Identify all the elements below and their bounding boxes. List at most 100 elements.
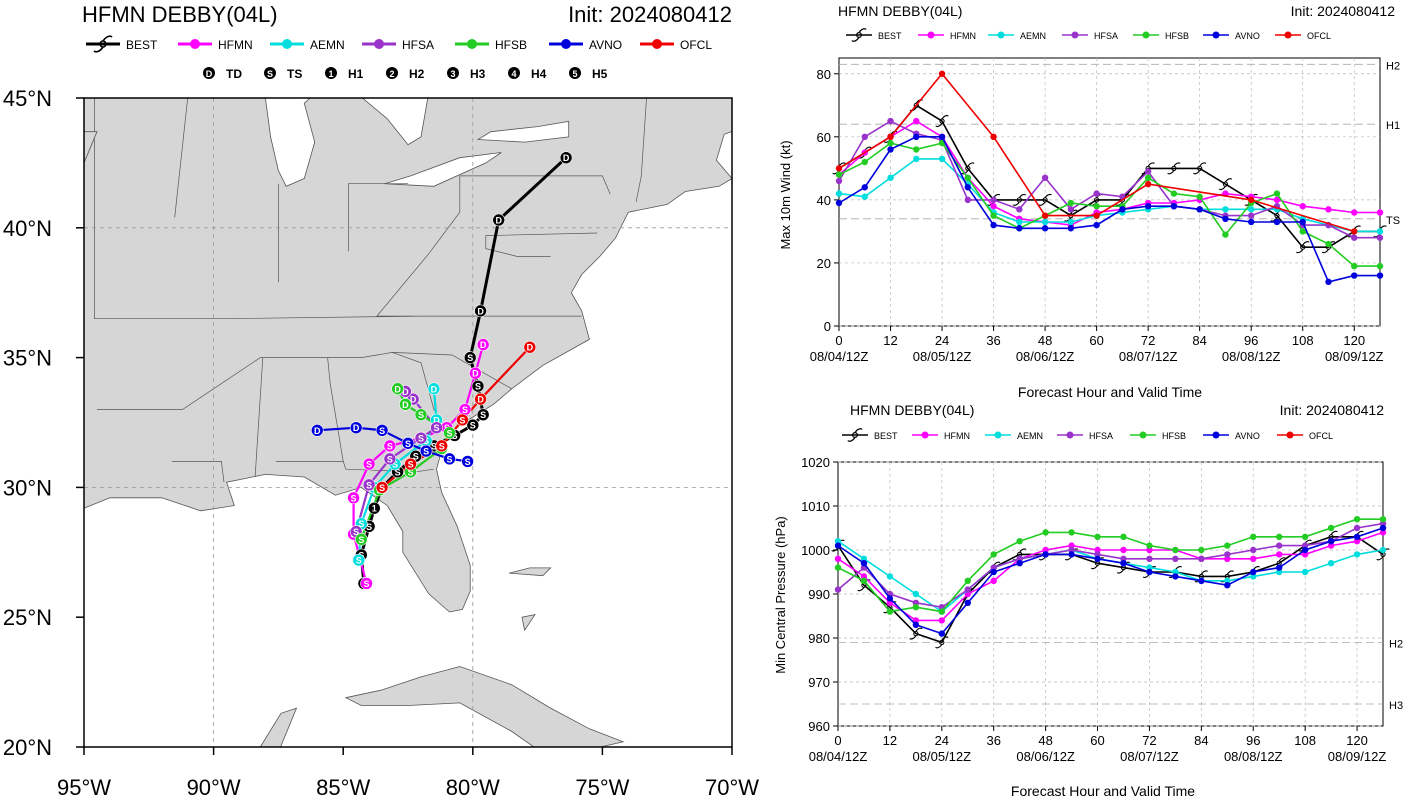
pressure-ylabel: Min Central Pressure (hPa): [773, 516, 788, 674]
data-point-best: [935, 115, 949, 128]
track-point-glyph: S: [364, 579, 370, 589]
track-point-glyph: S: [459, 415, 465, 425]
data-point-hfmn: [834, 555, 842, 562]
legend-label-avno: AVNO: [1235, 31, 1260, 41]
data-point-hfmn: [1376, 209, 1384, 216]
data-point-avno: [1301, 546, 1309, 554]
data-point-ofcl: [990, 133, 997, 141]
track-point-glyph: S: [446, 428, 452, 438]
y-tick-label: 980: [808, 631, 830, 646]
legend-label-ofcl: OFCL: [1309, 431, 1333, 441]
track-point-hfsb: [443, 426, 456, 440]
x-tick-label: 84: [1192, 333, 1206, 348]
track-point-glyph: S: [358, 519, 364, 529]
symbol-glyph: 3: [450, 69, 455, 79]
legend-marker-hfsa: [374, 39, 384, 49]
legend-label-aemn: AEMN: [1017, 431, 1043, 441]
bahamas-andros: [521, 614, 536, 632]
legend-marker-hfmn: [927, 31, 935, 39]
legend-marker-aemn: [997, 31, 1005, 39]
legend-marker-ofcl: [1284, 31, 1292, 39]
data-point-hfsb: [835, 171, 843, 178]
data-point-ofcl: [1247, 196, 1255, 204]
legend-marker-hfmn: [921, 431, 929, 439]
data-point-hfmn: [1094, 546, 1101, 554]
data-point-best: [1167, 162, 1181, 175]
track-map: HFMN DEBBY(04L) Init: 2024080412 BEST HFM…: [3, 2, 759, 800]
data-point-hfsa: [1198, 555, 1205, 562]
x-date-label: 08/06/12Z: [1016, 749, 1075, 764]
data-point-hfsb: [1299, 228, 1306, 235]
data-point-hfsb: [1144, 174, 1152, 182]
data-point-avno: [1250, 568, 1257, 576]
x-tick-label: 72: [1142, 733, 1156, 748]
data-point-avno: [1094, 555, 1101, 562]
data-point-avno: [1196, 206, 1203, 213]
data-point-hfsb: [1351, 262, 1358, 270]
data-point-hfsa: [1301, 542, 1309, 549]
lat-label: 40°N: [3, 216, 52, 241]
data-point-hfmn: [1068, 542, 1075, 549]
legend-label-aemn: AEMN: [1020, 31, 1046, 41]
data-point-hfsb: [1376, 262, 1384, 270]
data-point-hfsa: [1353, 524, 1361, 532]
lake-michigan: [264, 98, 316, 187]
track-point-hfsa: [430, 421, 443, 434]
x-tick-label: 48: [1038, 733, 1052, 748]
pressure-chart: HFMN DEBBY(04L) Init: 2024080412 Forecas…: [773, 402, 1403, 799]
data-point-hfsa: [1120, 555, 1127, 562]
x-date-label: 08/08/12Z: [1224, 749, 1283, 764]
x-date-label: 08/04/12Z: [810, 349, 869, 364]
data-point-avno: [1067, 225, 1075, 232]
track-point-avno: [461, 455, 474, 468]
data-point-hfsb: [886, 608, 894, 615]
track-point-hfsb: [391, 382, 404, 396]
map-frame: SSS11SSSSSSSSDDDSSSSSSSSDDSSSSSDDSSSSSDD…: [83, 97, 733, 748]
data-point-best: [909, 627, 923, 640]
data-point-hfsb: [861, 158, 868, 166]
legend-label-avno: AVNO: [589, 38, 622, 52]
legend-label-hfmn: HFMN: [950, 31, 976, 41]
x-tick-label: 60: [1089, 333, 1103, 348]
data-point-hfsb: [887, 139, 894, 147]
data-point-hfsb: [1067, 199, 1075, 207]
data-point-hfsb: [990, 551, 997, 558]
legend-label-best: BEST: [874, 431, 898, 441]
x-tick-label: 108: [1292, 333, 1314, 348]
track-point-avno: [310, 423, 324, 437]
data-point-aemn: [860, 555, 868, 562]
symbol-label-td: TD: [226, 67, 242, 81]
data-point-hfsa: [1067, 206, 1075, 213]
data-point-avno: [1299, 218, 1306, 226]
lat-label: 45°N: [3, 86, 52, 111]
track-point-hfsb: [399, 398, 412, 411]
legend-marker-avno: [561, 39, 571, 49]
cuba-land: [344, 666, 625, 747]
symbol-glyph: 5: [572, 69, 577, 79]
lon-label: 90°W: [187, 775, 241, 800]
track-point-glyph: S: [408, 460, 414, 470]
data-point-hfsb: [1042, 529, 1049, 536]
track-point-glyph: S: [351, 493, 357, 503]
y-tick-label: 960: [808, 719, 830, 734]
track-point-glyph: S: [446, 454, 452, 464]
reference-label-h2: H2: [1389, 638, 1403, 650]
track-point-glyph: S: [467, 353, 473, 363]
symbol-h5-icon: [569, 67, 581, 79]
track-point-best: [474, 304, 487, 318]
data-point-hfsb: [1325, 240, 1332, 248]
data-point-hfmn: [1120, 546, 1127, 554]
track-point-hfmn: [347, 491, 360, 505]
track-point-glyph: S: [423, 447, 429, 457]
data-point-hfmn: [938, 617, 946, 624]
track-point-avno: [401, 436, 415, 450]
track-point-avno: [419, 444, 433, 458]
data-point-aemn: [887, 174, 894, 182]
data-point-avno: [1146, 568, 1153, 576]
data-point-avno: [1275, 564, 1283, 571]
symbol-glyph: 2: [389, 69, 394, 79]
data-point-ofcl: [887, 133, 894, 141]
data-point-hfsb: [1250, 533, 1257, 540]
data-point-aemn: [1222, 206, 1229, 213]
data-point-avno: [1016, 560, 1023, 567]
